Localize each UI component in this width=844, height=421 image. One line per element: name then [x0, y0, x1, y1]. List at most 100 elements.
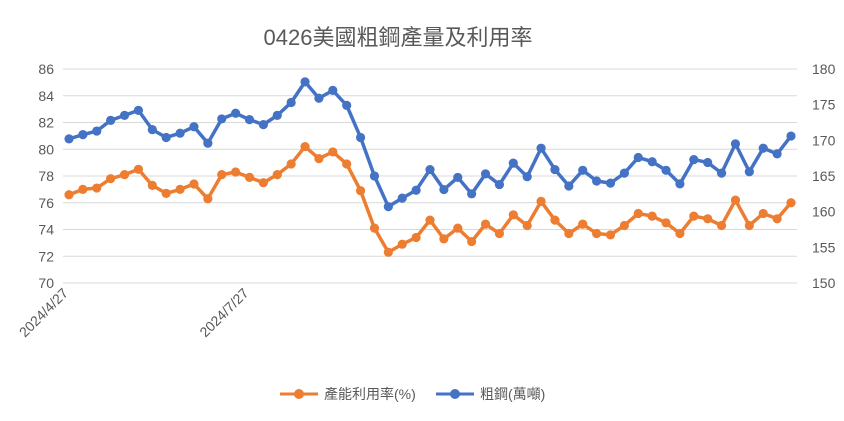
y-left-tick-label: 74 — [38, 222, 54, 238]
crude-steel-point — [578, 165, 588, 175]
utilization-point — [411, 232, 421, 243]
utilization-point — [397, 239, 407, 249]
y-right-tick-label: 175 — [812, 97, 836, 113]
utilization-point — [147, 180, 157, 190]
crude-steel-point — [369, 171, 380, 181]
utilization-point — [355, 186, 366, 196]
utilization-point — [258, 178, 268, 188]
crude-steel-point — [189, 122, 199, 132]
gridlines — [63, 68, 797, 284]
crude-steel-point — [314, 93, 324, 103]
utilization-point — [744, 220, 754, 231]
crude-steel-point — [703, 157, 713, 168]
crude-steel-point — [453, 172, 463, 183]
right-axis-ticks: 150 155 160 165 170 175 180 — [812, 61, 836, 291]
utilization-point — [550, 215, 560, 225]
crude-steel-point — [217, 114, 227, 124]
crude-steel-point — [730, 139, 741, 149]
utilization-point — [592, 228, 602, 239]
y-right-tick-label: 160 — [812, 204, 836, 220]
utilization-point — [564, 228, 574, 239]
y-right-tick-label: 150 — [812, 275, 836, 291]
utilization-point — [314, 154, 324, 164]
y-left-tick-label: 82 — [38, 115, 54, 131]
utilization-point — [522, 220, 532, 231]
legend-utilization-marker — [294, 389, 304, 399]
crude-steel-point — [106, 115, 116, 125]
crude-steel-point — [647, 157, 657, 167]
utilization-point — [453, 223, 463, 233]
crude-steel-point — [536, 143, 546, 153]
y-left-tick-label: 72 — [38, 248, 54, 264]
y-right-tick-label: 155 — [812, 239, 836, 255]
utilization-point — [633, 208, 643, 219]
crude-steel-point — [203, 138, 213, 148]
utilization-point — [106, 174, 116, 184]
crude-steel-point — [342, 100, 352, 110]
legend-item-utilization[interactable]: 產能利用率(%) — [280, 386, 416, 402]
y-right-tick-label: 170 — [812, 132, 836, 148]
crude-steel-point — [425, 164, 435, 175]
utilization-point — [661, 218, 671, 228]
y-left-tick-label: 78 — [38, 168, 54, 184]
crude-steel-point — [133, 105, 144, 115]
crude-steel-point — [411, 185, 421, 195]
y-left-tick-label: 76 — [38, 195, 54, 211]
utilization-point — [133, 164, 144, 174]
crude-steel-point — [147, 125, 157, 135]
crude-steel-point — [286, 97, 296, 108]
legend-crude-steel-label: 粗鋼(萬噸) — [480, 386, 545, 402]
utilization-point — [286, 159, 296, 169]
utilization-point — [119, 170, 130, 180]
y-right-tick-label: 180 — [812, 61, 836, 77]
y-left-tick-label: 80 — [38, 141, 54, 157]
utilization-point — [730, 195, 741, 205]
utilization-point — [536, 196, 546, 207]
utilization-point — [189, 179, 199, 189]
chart-title: 0426美國粗鋼產量及利用率 — [264, 25, 533, 50]
utilization-point — [231, 167, 241, 177]
utilization-point — [203, 194, 213, 204]
crude-steel-point — [772, 149, 782, 159]
utilization-point — [508, 210, 518, 220]
utilization-point — [342, 159, 352, 169]
utilization-point — [439, 234, 449, 244]
crude-steel-point — [64, 134, 74, 144]
crude-steel-point — [550, 164, 560, 175]
crude-steel-point — [272, 110, 282, 120]
crude-steel-point — [689, 154, 699, 165]
utilization-point — [480, 219, 491, 229]
utilization-point — [328, 147, 338, 157]
crude-steel-point — [397, 193, 407, 203]
utilization-point — [244, 172, 255, 182]
crude-steel-point — [522, 172, 532, 182]
crude-steel-point — [328, 85, 338, 95]
utilization-point — [383, 247, 393, 257]
crude-steel-point — [619, 168, 629, 178]
utilization-point — [675, 228, 685, 239]
crude-steel-point — [508, 158, 518, 168]
utilization-point — [772, 214, 782, 224]
crude-steel-point — [231, 108, 241, 118]
crude-steel-point — [605, 178, 616, 188]
crude-steel-point — [494, 179, 505, 190]
series-group — [64, 77, 796, 257]
crude-steel-point — [480, 169, 491, 179]
crude-steel-point — [786, 131, 796, 141]
utilization-point — [161, 188, 171, 198]
utilization-point — [716, 220, 727, 231]
utilization-point — [272, 170, 282, 180]
utilization-point — [647, 211, 657, 221]
crude-steel-point — [78, 130, 88, 140]
crude-steel-point — [675, 179, 685, 189]
crude-steel-point — [258, 120, 268, 130]
y-left-tick-label: 86 — [38, 61, 54, 77]
crude-steel-point — [119, 110, 130, 120]
utilization-point — [64, 190, 74, 200]
utilization-point — [786, 198, 796, 208]
y-right-tick-label: 165 — [812, 168, 836, 184]
legend-item-crude-steel[interactable]: 粗鋼(萬噸) — [436, 386, 545, 402]
utilization-point — [703, 214, 713, 224]
x-tick-label: 2024/7/27 — [196, 285, 252, 341]
utilization-point — [689, 211, 699, 221]
